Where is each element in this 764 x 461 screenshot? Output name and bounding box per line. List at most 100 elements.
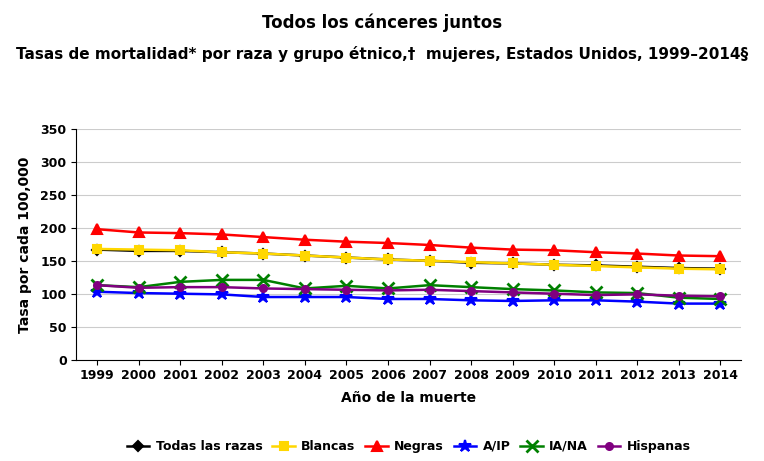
IA/NA	[716, 296, 725, 302]
Hispanas	[259, 286, 268, 291]
IA/NA	[508, 286, 517, 292]
IA/NA	[633, 290, 642, 296]
X-axis label: Año de la muerte: Año de la muerte	[342, 390, 476, 405]
Todas las razas	[425, 258, 434, 264]
Legend: Todas las razas, Blancas, Negras, A/IP, IA/NA, Hispanas: Todas las razas, Blancas, Negras, A/IP, …	[121, 435, 696, 458]
Negras	[716, 254, 725, 259]
Blancas	[508, 260, 517, 266]
IA/NA	[92, 283, 102, 288]
A/IP	[674, 301, 683, 307]
Negras	[134, 230, 144, 235]
A/IP	[467, 297, 476, 303]
Hispanas	[92, 283, 102, 288]
Hispanas	[342, 287, 351, 293]
Hispanas	[425, 287, 434, 293]
Todas las razas	[716, 266, 725, 272]
A/IP	[633, 299, 642, 304]
Text: Tasas de mortalidad* por raza y grupo étnico,†  mujeres, Estados Unidos, 1999–20: Tasas de mortalidad* por raza y grupo ét…	[16, 46, 748, 62]
Todas las razas	[591, 263, 601, 268]
Line: Todas las razas: Todas las razas	[94, 246, 724, 272]
Line: Negras: Negras	[92, 225, 725, 261]
Todas las razas	[384, 257, 393, 262]
IA/NA	[342, 283, 351, 289]
Negras	[92, 226, 102, 232]
Hispanas	[508, 290, 517, 295]
A/IP	[716, 301, 725, 307]
IA/NA	[217, 277, 226, 283]
IA/NA	[176, 279, 185, 284]
A/IP	[300, 294, 309, 300]
Blancas	[549, 262, 558, 267]
Blancas	[716, 266, 725, 272]
Todas las razas	[176, 248, 185, 254]
Todas las razas	[674, 265, 683, 271]
Hispanas	[176, 284, 185, 290]
Blancas	[300, 253, 309, 258]
IA/NA	[549, 288, 558, 293]
Todas las razas	[633, 264, 642, 270]
Todas las razas	[259, 251, 268, 256]
Text: Todos los cánceres juntos: Todos los cánceres juntos	[262, 14, 502, 32]
Negras	[633, 251, 642, 256]
Negras	[674, 253, 683, 258]
Negras	[259, 234, 268, 240]
Blancas	[674, 266, 683, 272]
Y-axis label: Tasa por cada 100,000: Tasa por cada 100,000	[18, 156, 32, 332]
A/IP	[342, 294, 351, 300]
Todas las razas	[467, 260, 476, 266]
Hispanas	[300, 286, 309, 292]
Blancas	[342, 255, 351, 260]
Blancas	[92, 246, 102, 252]
Hispanas	[674, 293, 683, 298]
Hispanas	[134, 285, 144, 290]
Negras	[217, 232, 226, 237]
IA/NA	[425, 283, 434, 288]
Hispanas	[384, 288, 393, 293]
Line: IA/NA: IA/NA	[92, 274, 726, 305]
A/IP	[591, 297, 601, 303]
A/IP	[92, 289, 102, 295]
Todas las razas	[508, 260, 517, 266]
IA/NA	[259, 277, 268, 283]
Negras	[467, 245, 476, 250]
Hispanas	[716, 294, 725, 299]
Todas las razas	[92, 247, 102, 252]
Negras	[549, 248, 558, 253]
Negras	[508, 247, 517, 252]
Negras	[425, 242, 434, 248]
Blancas	[591, 263, 601, 269]
Hispanas	[591, 292, 601, 298]
A/IP	[176, 291, 185, 296]
A/IP	[259, 294, 268, 300]
Hispanas	[217, 284, 226, 290]
Todas las razas	[217, 249, 226, 255]
Blancas	[425, 258, 434, 264]
Blancas	[176, 248, 185, 253]
Blancas	[633, 265, 642, 270]
Todas las razas	[549, 262, 558, 267]
IA/NA	[384, 286, 393, 291]
Todas las razas	[342, 255, 351, 260]
A/IP	[384, 296, 393, 302]
Negras	[591, 249, 601, 255]
Negras	[176, 230, 185, 236]
Hispanas	[549, 291, 558, 296]
IA/NA	[591, 290, 601, 295]
Blancas	[217, 249, 226, 255]
A/IP	[425, 296, 434, 302]
A/IP	[217, 292, 226, 297]
IA/NA	[300, 286, 309, 291]
Todas las razas	[300, 253, 309, 258]
Blancas	[134, 247, 144, 252]
Negras	[342, 239, 351, 244]
Line: Hispanas: Hispanas	[94, 282, 724, 300]
A/IP	[549, 297, 558, 303]
Todas las razas	[134, 248, 144, 254]
Hispanas	[633, 292, 642, 297]
Blancas	[467, 260, 476, 265]
Line: Blancas: Blancas	[93, 245, 724, 273]
IA/NA	[134, 284, 144, 290]
Hispanas	[467, 288, 476, 294]
Line: A/IP: A/IP	[91, 285, 727, 310]
IA/NA	[674, 295, 683, 301]
